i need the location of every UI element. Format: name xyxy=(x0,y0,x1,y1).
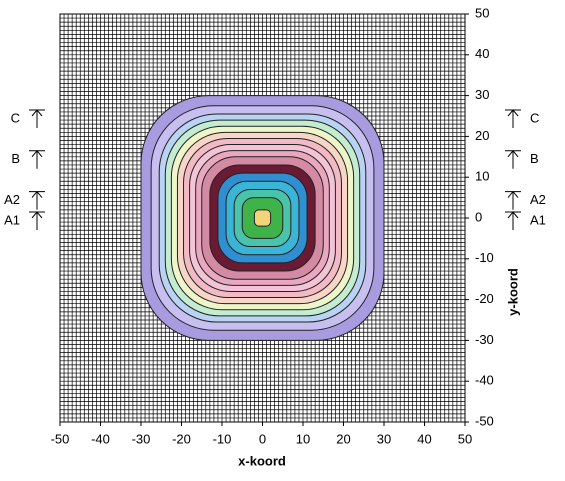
y-tick-label: -20 xyxy=(475,291,494,306)
section-label: A1 xyxy=(530,212,546,227)
x-tick-label: 20 xyxy=(336,431,350,446)
section-arrow xyxy=(29,109,45,128)
y-tick-label: -30 xyxy=(475,332,494,347)
x-tick-label: 30 xyxy=(377,431,391,446)
y-tick-label: 10 xyxy=(475,169,489,184)
section-label: A2 xyxy=(4,192,20,207)
section-label: C xyxy=(530,110,539,125)
x-tick-label: 0 xyxy=(259,431,266,446)
x-tick-label: -40 xyxy=(91,431,110,446)
section-label: A1 xyxy=(4,212,20,227)
section-label: B xyxy=(11,151,20,166)
y-axis-label: y-koord xyxy=(505,268,520,316)
section-label: B xyxy=(530,151,539,166)
x-tick-label: -10 xyxy=(213,431,232,446)
y-tick-label: -10 xyxy=(475,250,494,265)
y-tick-label: 40 xyxy=(475,46,489,61)
y-tick-label: 50 xyxy=(475,5,489,20)
x-tick-label: 40 xyxy=(417,431,431,446)
y-tick-label: -40 xyxy=(475,373,494,388)
x-tick-label: 10 xyxy=(296,431,310,446)
y-tick-label: 20 xyxy=(475,128,489,143)
contour xyxy=(253,209,272,227)
x-tick-label: -50 xyxy=(51,431,70,446)
section-label: A2 xyxy=(530,192,546,207)
section-arrow xyxy=(29,150,45,169)
x-tick-label: -30 xyxy=(132,431,151,446)
y-tick-label: 30 xyxy=(475,87,489,102)
y-tick-label: -50 xyxy=(475,413,494,428)
section-arrow xyxy=(505,150,521,169)
section-arrow xyxy=(505,109,521,128)
x-axis-label: x-koord xyxy=(238,453,286,468)
section-label: C xyxy=(11,110,20,125)
x-tick-label: -20 xyxy=(172,431,191,446)
section-arrow xyxy=(29,190,45,210)
x-tick-label: 50 xyxy=(458,431,472,446)
section-arrow xyxy=(29,211,45,230)
y-tick-label: 0 xyxy=(475,209,482,224)
section-arrow xyxy=(505,211,521,230)
section-arrow xyxy=(505,190,521,210)
